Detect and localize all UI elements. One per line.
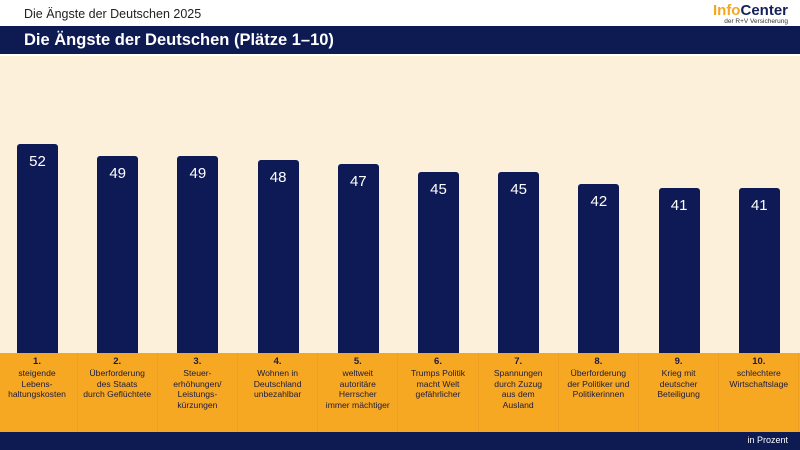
category-text: Lebens- xyxy=(21,378,53,389)
rank-number: 9. xyxy=(674,356,683,367)
category-text: der Politiker und xyxy=(567,378,630,389)
category-label: 2. Überforderung des Staats durch Geflüchte… xyxy=(78,353,158,432)
bar-7 xyxy=(498,172,540,353)
rank-number: 6. xyxy=(434,356,442,367)
category-text: Überforderung xyxy=(570,367,627,378)
category-label: 3. Steuer-erhöhungen/Leistungs-kürzungen xyxy=(158,353,238,432)
logo-center-text: Center xyxy=(740,2,788,19)
category-text: durch Zuzug xyxy=(494,378,543,389)
bar-3 xyxy=(177,156,219,353)
category-text: gefährlicher xyxy=(415,389,461,400)
category-text: Politikerinnen xyxy=(572,389,625,400)
category-text: haltungskosten xyxy=(8,389,66,400)
bar-8 xyxy=(578,184,620,353)
category-text: durch Geflüchtete xyxy=(83,389,152,400)
category-text: steigende xyxy=(18,367,56,378)
category-text: Herrscher xyxy=(338,389,377,400)
category-text: Trumps Politik xyxy=(410,367,466,378)
category-label: 7. Spannungen durch Zuzug aus dem Ausland xyxy=(479,353,559,432)
category-text: kürzungen xyxy=(177,400,218,411)
category-text: unbezahlbar xyxy=(253,389,302,400)
category-text: Deutschland xyxy=(253,378,302,389)
rank-number: 5. xyxy=(353,356,362,367)
category-text: erhöhungen/ xyxy=(173,378,222,389)
data-label: 48 xyxy=(269,169,287,187)
bar-9 xyxy=(658,188,700,353)
category-label: 9. Krieg mit deutscher Beteiligung xyxy=(639,353,720,432)
category-text: deutscher xyxy=(659,378,698,389)
category-band xyxy=(0,353,800,432)
data-label: 45 xyxy=(430,181,447,199)
category-text: autoritäre xyxy=(339,378,376,389)
category-label: 1. steigende Lebens-haltungskosten xyxy=(0,353,78,432)
category-text: schlechtere xyxy=(736,367,781,378)
category-label: 4. Wohnen in Deutschland unbezahlbar xyxy=(238,353,319,432)
rank-number: 3. xyxy=(193,356,202,367)
logo-subtitle: der R+V Versicherung xyxy=(724,18,788,25)
page-title: Die Ängste der Deutschen 2025 xyxy=(24,7,202,21)
bar-2 xyxy=(97,156,139,353)
category-text: weltweit xyxy=(342,367,374,378)
category-text: Leistungs- xyxy=(177,389,218,400)
category-label: 10. schlechtere Wirtschaftslage xyxy=(719,353,800,432)
bar-1 xyxy=(17,143,58,353)
title-banner: Die Ängste der Deutschen (Plätze 1–10) xyxy=(0,26,800,54)
category-text: aus dem xyxy=(501,389,535,400)
rank-number: 8. xyxy=(594,356,603,367)
chart-title: Die Ängste der Deutschen (Plätze 1–10) xyxy=(24,31,334,49)
category-label: 8. Überforderung der Politiker und Politike… xyxy=(559,353,639,432)
infocenter-logo: InfoCenter der R+V Versicherung xyxy=(713,3,788,26)
logo-info-text: Info xyxy=(712,2,741,19)
bar-6 xyxy=(418,172,459,353)
unit-note: in Prozent xyxy=(747,435,788,445)
data-label: 41 xyxy=(750,197,768,215)
rank-number: 1. xyxy=(33,356,41,367)
data-label: 49 xyxy=(109,165,127,183)
category-text: Ausland xyxy=(502,400,534,411)
data-label: 41 xyxy=(670,197,688,215)
category-text: Steuer- xyxy=(183,367,212,378)
category-text: Wohnen in xyxy=(257,367,299,378)
category-text: immer mächtiger xyxy=(325,400,390,411)
category-text: macht Welt xyxy=(416,378,460,389)
data-label: 45 xyxy=(510,181,528,199)
data-label: 47 xyxy=(349,173,367,191)
category-text: Krieg mit xyxy=(661,367,696,378)
category-text: Spannungen xyxy=(493,367,543,378)
rank-number: 7. xyxy=(514,356,523,367)
bar-4 xyxy=(257,160,299,353)
category-label: 5. weltweit autoritäre Herrscher immer mächt… xyxy=(318,353,399,432)
data-label: 42 xyxy=(590,193,608,211)
rank-number: 2. xyxy=(113,356,122,367)
category-label: 6. Trumps Politik macht Welt gefährlicher xyxy=(399,353,479,432)
footer-bar: in Prozent xyxy=(0,432,800,450)
bar-5 xyxy=(337,164,379,353)
rank-number: 10. xyxy=(752,356,766,367)
bar-10 xyxy=(738,188,780,353)
data-label: 52 xyxy=(29,152,46,170)
rank-number: 4. xyxy=(273,356,282,367)
category-text: Wirtschaftslage xyxy=(729,378,789,389)
category-text: des Staats xyxy=(96,378,138,389)
category-text: Beteiligung xyxy=(657,389,700,400)
data-label: 49 xyxy=(189,165,207,183)
category-text: Überforderung xyxy=(89,367,145,378)
